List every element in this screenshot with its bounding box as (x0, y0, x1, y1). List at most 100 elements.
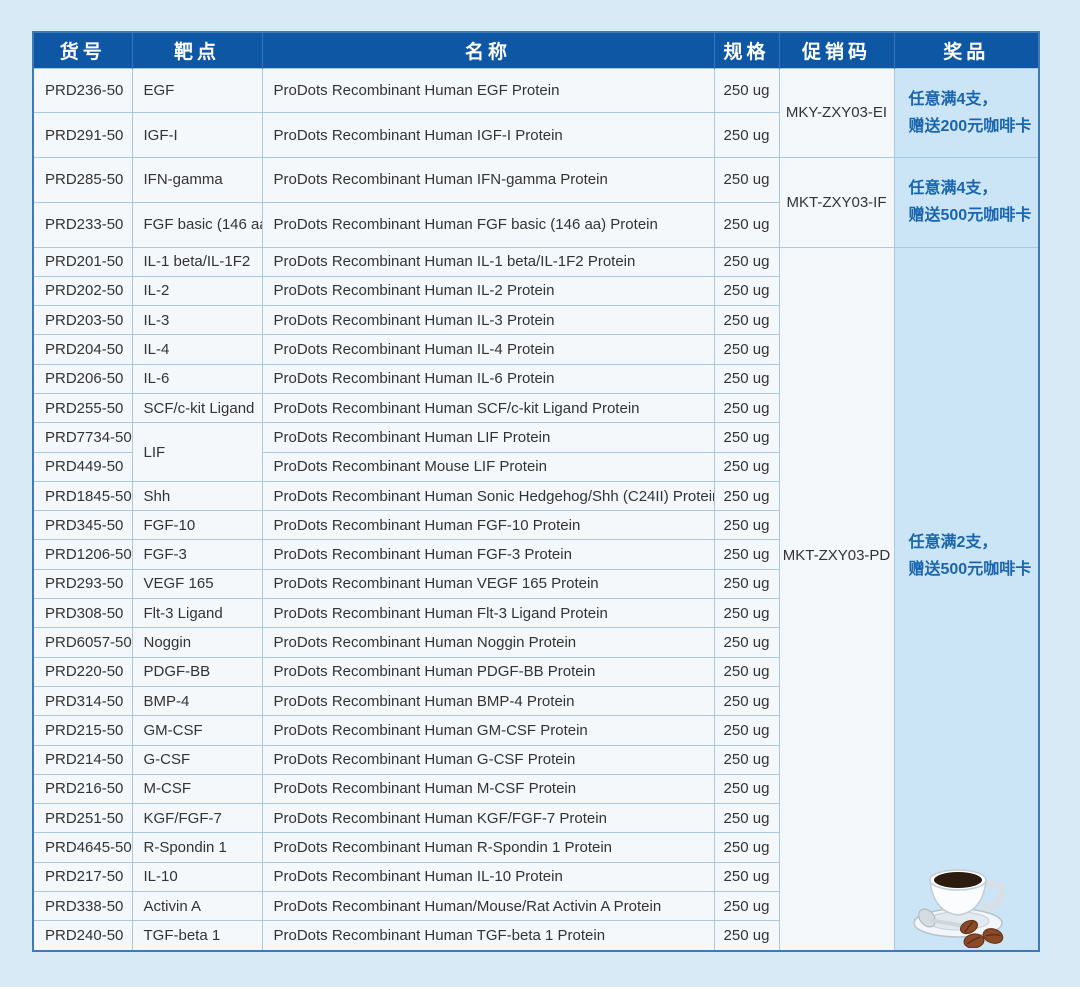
catalog-cell: PRD338-50 (32, 891, 133, 922)
table-row: PRD285-50 IFN-gamma ProDots Recombinant … (32, 157, 1040, 248)
product-name-cell: ProDots Recombinant Human IGF-I Protein (261, 112, 715, 158)
header-size: 规格 (713, 32, 779, 68)
target-cell: PDGF-BB (131, 656, 263, 687)
product-name-cell: ProDots Recombinant Human IL-3 Protein (261, 305, 715, 336)
product-name-cell: ProDots Recombinant Human KGF/FGF-7 Prot… (261, 803, 715, 834)
product-name-cell: ProDots Recombinant Human FGF-3 Protein (261, 539, 715, 570)
catalog-cell: PRD293-50 (32, 568, 133, 600)
header-name: 名称 (261, 32, 714, 68)
table-row: PRD202-50 IL-2 ProDots Recombinant Human… (32, 275, 1039, 307)
size-cell: 250 ug (713, 480, 780, 512)
table-row: PRD308-50 Flt-3 Ligand ProDots Recombina… (32, 598, 1039, 629)
table-row: PRD201-50 IL-1 beta/IL-1F2 ProDots Recom… (32, 246, 1040, 952)
size-cell: 250 ug (713, 392, 780, 424)
target-cell: FGF-3 (131, 539, 263, 570)
prize-line-1: 任意满2支， (908, 533, 998, 551)
size-cell: 250 ug (713, 539, 780, 570)
product-name-cell: ProDots Recombinant Human G-CSF Protein (261, 744, 715, 775)
catalog-cell: PRD345-50 (32, 510, 133, 541)
catalog-cell: PRD1206-50 (32, 539, 133, 570)
product-name-cell: ProDots Recombinant Human SCF/c-kit Liga… (261, 392, 715, 424)
catalog-cell: PRD215-50 (32, 715, 133, 746)
target-cell: Shh (131, 480, 263, 512)
catalog-cell: PRD201-50 (32, 246, 133, 277)
size-cell: 250 ug (713, 510, 780, 541)
header-promo-code: 促销码 (778, 32, 894, 68)
table-row: PRD291-50 IGF-I ProDots Recombinant Huma… (32, 112, 1039, 158)
table-row: PRD1845-50 Shh ProDots Recombinant Human… (32, 480, 1039, 512)
target-cell: IL-2 (131, 275, 263, 307)
product-name-cell: ProDots Recombinant Human Sonic Hedgehog… (261, 480, 715, 512)
size-cell: 250 ug (713, 685, 780, 717)
target-cell: Activin A (131, 891, 263, 922)
product-name-cell: ProDots Recombinant Human TGF-beta 1 Pro… (261, 920, 715, 952)
table-row: PRD255-50 SCF/c-kit Ligand ProDots Recom… (32, 392, 1039, 424)
catalog-cell: PRD236-50 (32, 67, 133, 114)
table-row: PRD217-50 IL-10 ProDots Recombinant Huma… (32, 861, 1039, 893)
promo-product-table-wrap: 货号 靶点 名称 规格 促销码 奖品 PRD236-50 EGF ProDots… (32, 31, 1040, 952)
size-cell: 250 ug (713, 656, 780, 687)
table-row: PRD203-50 IL-3 ProDots Recombinant Human… (32, 305, 1039, 336)
size-cell: 250 ug (713, 451, 780, 482)
target-cell: Noggin (131, 627, 263, 658)
size-cell: 250 ug (713, 891, 780, 922)
target-cell: GM-CSF (131, 715, 263, 746)
size-cell: 250 ug (713, 627, 780, 658)
prize-line-2: 赠送500元咖啡卡 (908, 560, 1032, 578)
target-cell: IL-3 (131, 305, 263, 336)
table-row: PRD345-50 FGF-10 ProDots Recombinant Hum… (32, 510, 1039, 541)
prize-line-1: 任意满4支， (908, 90, 998, 108)
header-catalog: 货号 (33, 32, 132, 68)
product-name-cell: ProDots Recombinant Human Flt-3 Ligand P… (261, 598, 715, 629)
target-cell: LIF (131, 422, 263, 482)
table-row: PRD220-50 PDGF-BB ProDots Recombinant Hu… (32, 656, 1039, 687)
product-name-cell: ProDots Recombinant Human GM-CSF Protein (261, 715, 715, 746)
catalog-cell: PRD233-50 (32, 201, 133, 248)
catalog-cell: PRD206-50 (32, 363, 133, 394)
size-cell: 250 ug (713, 773, 780, 805)
prize-cell: 任意满2支， 赠送500元咖啡卡 (893, 246, 1040, 952)
product-name-cell: ProDots Recombinant Human IL-4 Protein (261, 334, 715, 365)
product-name-cell: ProDots Recombinant Human LIF Protein (261, 422, 715, 453)
product-name-cell: ProDots Recombinant Human FGF basic (146… (261, 201, 715, 248)
target-cell: FGF-10 (131, 510, 263, 541)
target-cell: R-Spondin 1 (131, 832, 263, 863)
table-row: PRD206-50 IL-6 ProDots Recombinant Human… (32, 363, 1039, 394)
product-name-cell: ProDots Recombinant Human FGF-10 Protein (261, 510, 715, 541)
product-name-cell: ProDots Recombinant Human M-CSF Protein (261, 773, 715, 805)
coffee-cup-icon (913, 869, 1005, 948)
size-cell: 250 ug (713, 920, 780, 952)
catalog-cell: PRD285-50 (32, 157, 133, 203)
product-name-cell: ProDots Recombinant Human IL-6 Protein (261, 363, 715, 394)
catalog-cell: PRD216-50 (32, 773, 133, 805)
target-cell: BMP-4 (131, 685, 263, 717)
target-cell: M-CSF (131, 773, 263, 805)
catalog-cell: PRD291-50 (32, 112, 133, 158)
target-cell: TGF-beta 1 (131, 920, 263, 952)
product-name-cell: ProDots Recombinant Human IL-10 Protein (261, 861, 715, 893)
target-cell: Flt-3 Ligand (131, 598, 263, 629)
size-cell: 250 ug (713, 201, 780, 248)
product-name-cell: ProDots Recombinant Mouse LIF Protein (261, 451, 715, 482)
prize-cell: 任意满4支， 赠送500元咖啡卡 (893, 157, 1040, 248)
size-cell: 250 ug (713, 275, 780, 307)
catalog-cell: PRD7734-50 (32, 422, 133, 453)
size-cell: 250 ug (713, 334, 780, 365)
product-name-cell: ProDots Recombinant Human/Mouse/Rat Acti… (261, 891, 715, 922)
size-cell: 250 ug (713, 157, 780, 203)
size-cell: 250 ug (713, 744, 780, 775)
target-cell: IL-6 (131, 363, 263, 394)
catalog-cell: PRD255-50 (32, 392, 133, 424)
product-name-cell: ProDots Recombinant Human IL-2 Protein (261, 275, 715, 307)
table-row: PRD240-50 TGF-beta 1 ProDots Recombinant… (32, 920, 1039, 952)
size-cell: 250 ug (713, 803, 780, 834)
size-cell: 250 ug (713, 861, 780, 893)
target-cell: IL-4 (131, 334, 263, 365)
catalog-cell: PRD449-50 (32, 451, 133, 482)
size-cell: 250 ug (713, 832, 780, 863)
product-name-cell: ProDots Recombinant Human R-Spondin 1 Pr… (261, 832, 715, 863)
product-name-cell: ProDots Recombinant Human IL-1 beta/IL-1… (261, 246, 715, 277)
table-row: PRD7734-50 LIF ProDots Recombinant Human… (32, 422, 1039, 482)
catalog-cell: PRD217-50 (32, 861, 133, 893)
size-cell: 250 ug (713, 305, 780, 336)
